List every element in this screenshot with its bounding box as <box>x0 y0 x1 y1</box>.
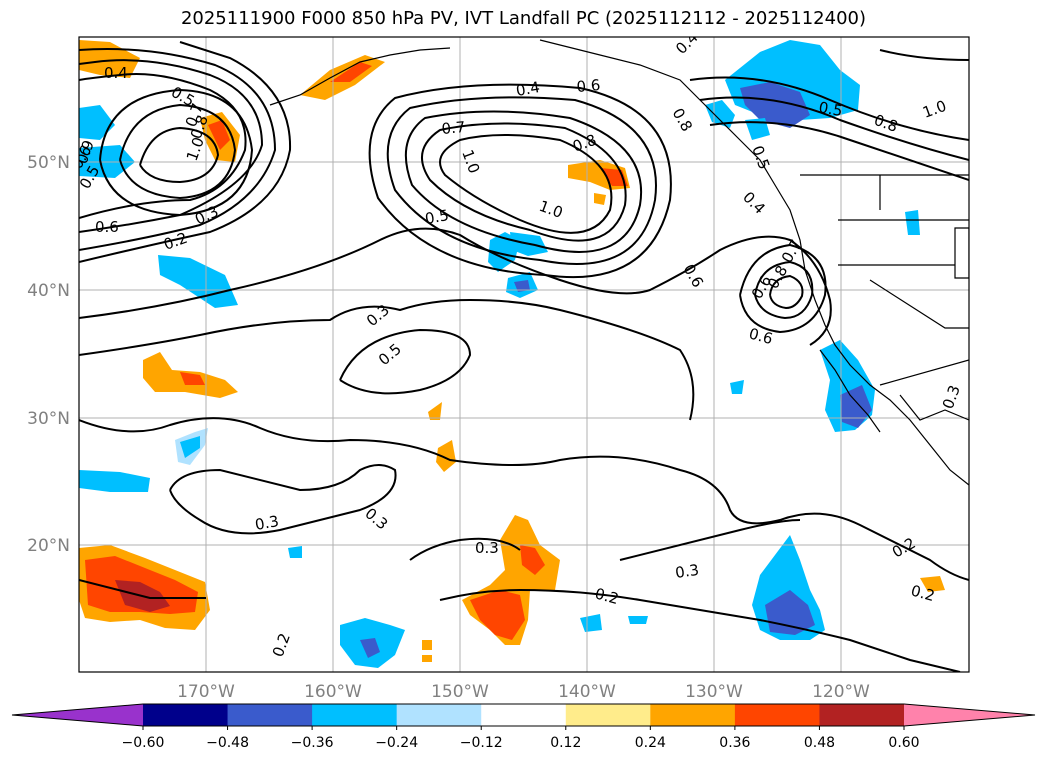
colorbar-segment <box>396 704 482 726</box>
contour-label: 0.4 <box>104 64 128 82</box>
contour-label: 0.6 <box>576 76 601 96</box>
coastlines <box>269 39 969 486</box>
colorbar-segment <box>481 704 567 726</box>
map-plot-area: 0.4 0.5 0.5 0.6 1.0 0.7 0.8 0.9 0.3 0.2 … <box>79 37 969 672</box>
colorbar-extend-high <box>904 704 1035 726</box>
contour-label: 0.7 <box>441 118 466 138</box>
colorbar-segment <box>143 704 229 726</box>
colorbar-segment <box>565 704 651 726</box>
colorbar: −0.60 −0.48 −0.36 −0.24 −0.12 0.12 0.24 0.36 0.4… <box>11 703 1036 751</box>
contour-label: 0.3 <box>254 512 281 534</box>
contour-label: 0.6 <box>95 218 119 236</box>
colorbar-tick-label: −0.60 <box>122 735 165 751</box>
colorbar-tick-label: 0.24 <box>635 735 666 751</box>
contour-label: 0.3 <box>674 561 700 582</box>
contour-label: 0.5 <box>424 206 451 228</box>
pv-contours <box>79 41 969 672</box>
colorbar-tick-label: −0.24 <box>375 735 418 751</box>
contour-label: 0.6 <box>747 324 775 348</box>
colorbar-segment <box>227 704 313 726</box>
lat-tick-label: 40°N <box>27 281 70 301</box>
colorbar-tick-label: 0.60 <box>888 735 919 751</box>
contour-label: 0.3 <box>475 539 499 557</box>
lon-tick-label: 160°W <box>304 682 362 702</box>
colorbar-segment <box>650 704 736 726</box>
colorbar-tick-label: −0.12 <box>460 735 503 751</box>
lon-tick-label: 150°W <box>431 682 489 702</box>
contour-label: 0.2 <box>909 581 937 605</box>
colorbar-segment <box>312 704 398 726</box>
lat-tick-label: 20°N <box>27 536 70 556</box>
colorbar-segment <box>819 704 905 726</box>
contour-label: 0.4 <box>515 78 542 100</box>
colorbar-tick-label: −0.48 <box>206 735 249 751</box>
colorbar-tick-label: 0.12 <box>550 735 581 751</box>
latitude-ticks: 50°N 40°N 30°N 20°N <box>27 153 70 556</box>
lat-tick-label: 50°N <box>27 153 70 173</box>
longitude-ticks: 170°W 160°W 150°W 140°W 130°W 120°W <box>177 682 870 702</box>
lon-tick-label: 170°W <box>177 682 235 702</box>
lon-tick-label: 130°W <box>685 682 743 702</box>
colorbar-segment <box>734 704 820 726</box>
contour-label: 0.2 <box>593 584 621 608</box>
colorbar-extend-low <box>12 704 143 726</box>
map-border <box>78 36 970 673</box>
lon-tick-label: 120°W <box>812 682 870 702</box>
map-title: 2025111900 F000 850 hPa PV, IVT Landfall… <box>180 8 867 29</box>
colorbar-tick-label: −0.36 <box>291 735 334 751</box>
colorbar-tick-label: 0.48 <box>804 735 835 751</box>
contour-label: 0.5 <box>817 98 844 120</box>
lon-tick-label: 140°W <box>558 682 616 702</box>
lat-tick-label: 30°N <box>27 409 70 429</box>
colorbar-tick-label: 0.36 <box>719 735 750 751</box>
